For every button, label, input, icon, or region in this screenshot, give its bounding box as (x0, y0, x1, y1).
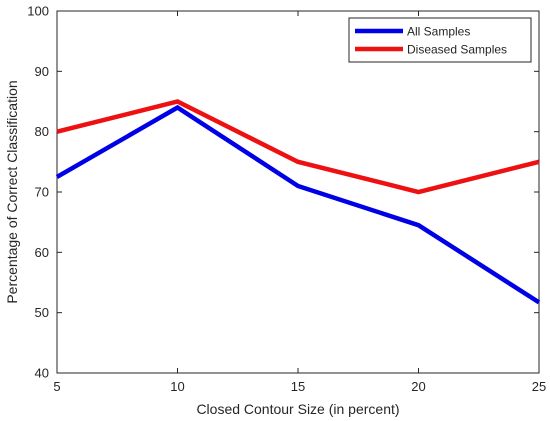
x-axis-ticks: 5 10 15 20 25 (53, 11, 546, 394)
y-tick-label: 50 (35, 305, 49, 320)
y-axis-ticks: 40 50 60 70 80 90 100 (27, 4, 539, 381)
legend-label-1: Diseased Samples (407, 43, 507, 57)
y-axis-label: Percentage of Correct Classification (4, 80, 20, 303)
y-tick-label: 100 (27, 4, 49, 19)
x-tick-label: 10 (170, 379, 184, 394)
y-tick-label: 40 (35, 366, 49, 381)
legend-box (348, 17, 532, 63)
x-tick-label: 5 (53, 379, 60, 394)
legend-label-0: All Samples (407, 25, 470, 39)
x-tick-label: 20 (411, 379, 425, 394)
y-tick-label: 70 (35, 185, 49, 200)
series-line-1 (56, 99, 540, 195)
y-tick-label: 60 (35, 245, 49, 260)
x-axis-label: Closed Contour Size (in percent) (196, 401, 399, 417)
x-tick-label: 25 (532, 379, 546, 394)
y-tick-label: 80 (35, 124, 49, 139)
y-tick-label: 90 (35, 64, 49, 79)
axes (56, 10, 540, 374)
series-line-0 (55, 104, 541, 305)
legend: All Samples Diseased Samples (348, 17, 532, 63)
plot-area-frame (56, 10, 540, 374)
x-tick-label: 15 (291, 379, 305, 394)
series-lines (55, 99, 541, 305)
